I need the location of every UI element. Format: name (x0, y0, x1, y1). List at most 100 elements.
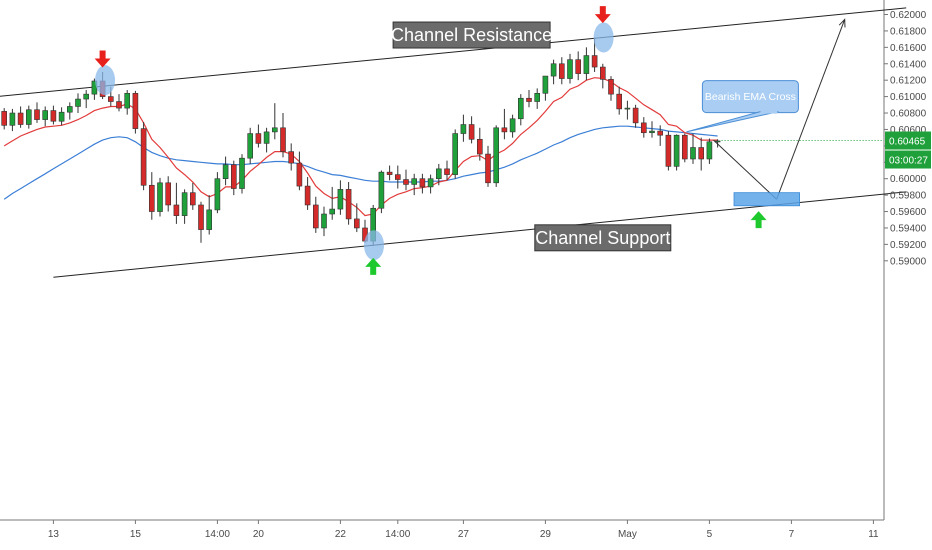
candle-body (649, 130, 655, 134)
candle-body (312, 204, 319, 229)
candle-body (280, 127, 286, 152)
axes (0, 0, 885, 521)
candle-body (468, 124, 475, 140)
x-tick-label: 14:00 (205, 529, 230, 540)
y-tick-label: 0.59800 (890, 191, 927, 202)
candle-body (263, 131, 270, 144)
candle-body (616, 93, 623, 110)
candle-down (353, 203, 360, 233)
annotations: Channel Resistance Channel Support Bearish… (94, 6, 846, 275)
arrow-down-icon (594, 6, 611, 24)
candle-down (190, 182, 196, 210)
y-tick-label: 0.61200 (890, 76, 927, 87)
candle-body (591, 55, 598, 68)
candle-down (698, 137, 705, 171)
candle-body (353, 218, 360, 229)
candle-body (337, 189, 344, 210)
x-tick-label: 13 (48, 529, 60, 540)
y-tick-label: 0.62000 (890, 10, 927, 21)
time-axis[interactable]: 13 15 14:00 20 22 14:00 27 29 May 5 7 11 (48, 520, 879, 540)
y-tick-label: 0.59600 (890, 207, 927, 218)
candle-body (435, 168, 442, 180)
candle-up (239, 154, 245, 194)
candle-body (706, 141, 713, 160)
candle-down (231, 160, 237, 196)
candle-body (190, 192, 196, 206)
candle-up (673, 134, 680, 171)
candle-down (312, 196, 319, 233)
candle-body (329, 208, 336, 215)
candle-up (329, 186, 336, 220)
candle-body (17, 112, 24, 125)
arrow-down-icon (94, 50, 111, 68)
candle-body (485, 153, 491, 184)
candle-body (460, 124, 467, 134)
candle-up (435, 163, 442, 186)
candle-up (83, 90, 89, 109)
candle-up (542, 75, 549, 101)
candle-body (657, 130, 664, 136)
candle-down (165, 176, 171, 212)
candle-down (1, 108, 8, 130)
candle-body (378, 171, 385, 209)
candle-body (239, 157, 245, 189)
candle-body (58, 111, 65, 122)
x-tick-label: 29 (540, 529, 552, 540)
x-tick-label: 11 (868, 529, 879, 540)
candle-down (255, 124, 262, 148)
candle-body (25, 109, 32, 125)
candle-up (452, 129, 459, 179)
candle-down (296, 151, 303, 191)
candle-up (271, 103, 278, 140)
candle-body (304, 185, 311, 206)
candle-body (550, 63, 557, 77)
candle-up (181, 189, 188, 224)
candle-down (640, 117, 647, 138)
candle-body (665, 134, 672, 167)
candle-body (476, 138, 483, 155)
x-tick-label: 14:00 (385, 529, 410, 540)
candle-down (280, 113, 286, 158)
x-tick-label: 15 (130, 529, 142, 540)
candle-body (83, 93, 89, 100)
candle-down (17, 106, 24, 128)
candle-body (583, 55, 590, 74)
candle-up (649, 121, 655, 138)
candle-down (632, 104, 639, 128)
candle-body (271, 127, 278, 133)
candle-down (132, 90, 139, 134)
candle-up (75, 93, 81, 114)
label-box-rect (534, 224, 672, 252)
candle-body (599, 66, 606, 80)
candle-body (181, 192, 188, 216)
target-zone-box (733, 192, 800, 207)
candle-up (411, 173, 418, 196)
bearish-ema-cross-callout: Bearish EMA Cross (686, 80, 799, 133)
callout-text: Bearish EMA Cross (705, 91, 796, 103)
candle-body (231, 164, 237, 189)
candle-body (632, 107, 639, 124)
y-tick-label: 0.60800 (890, 109, 927, 120)
price-axis[interactable]: 0.62000 0.61800 0.61600 0.61400 0.61200 0.610… (721, 10, 931, 267)
last-price-badge (885, 131, 931, 150)
candle-down (616, 86, 623, 115)
arrow-up-icon (750, 211, 767, 229)
y-tick-label: 0.61800 (890, 26, 927, 37)
candle-body (452, 133, 459, 175)
candle-body (403, 179, 409, 185)
candle-up (263, 127, 270, 153)
channel-resistance-line (0, 7, 907, 97)
candle-body (50, 110, 57, 122)
moving-averages (3, 77, 718, 217)
candle-body (157, 182, 163, 212)
candle-body (1, 111, 8, 126)
candle-down (173, 182, 180, 224)
candle-body (149, 184, 155, 212)
y-tick-label: 0.61400 (890, 59, 927, 70)
candle-down (140, 122, 147, 191)
candle-body (411, 178, 418, 185)
y-tick-label: 0.59400 (890, 223, 927, 234)
candle-down (394, 165, 401, 189)
candle-down (304, 177, 311, 210)
